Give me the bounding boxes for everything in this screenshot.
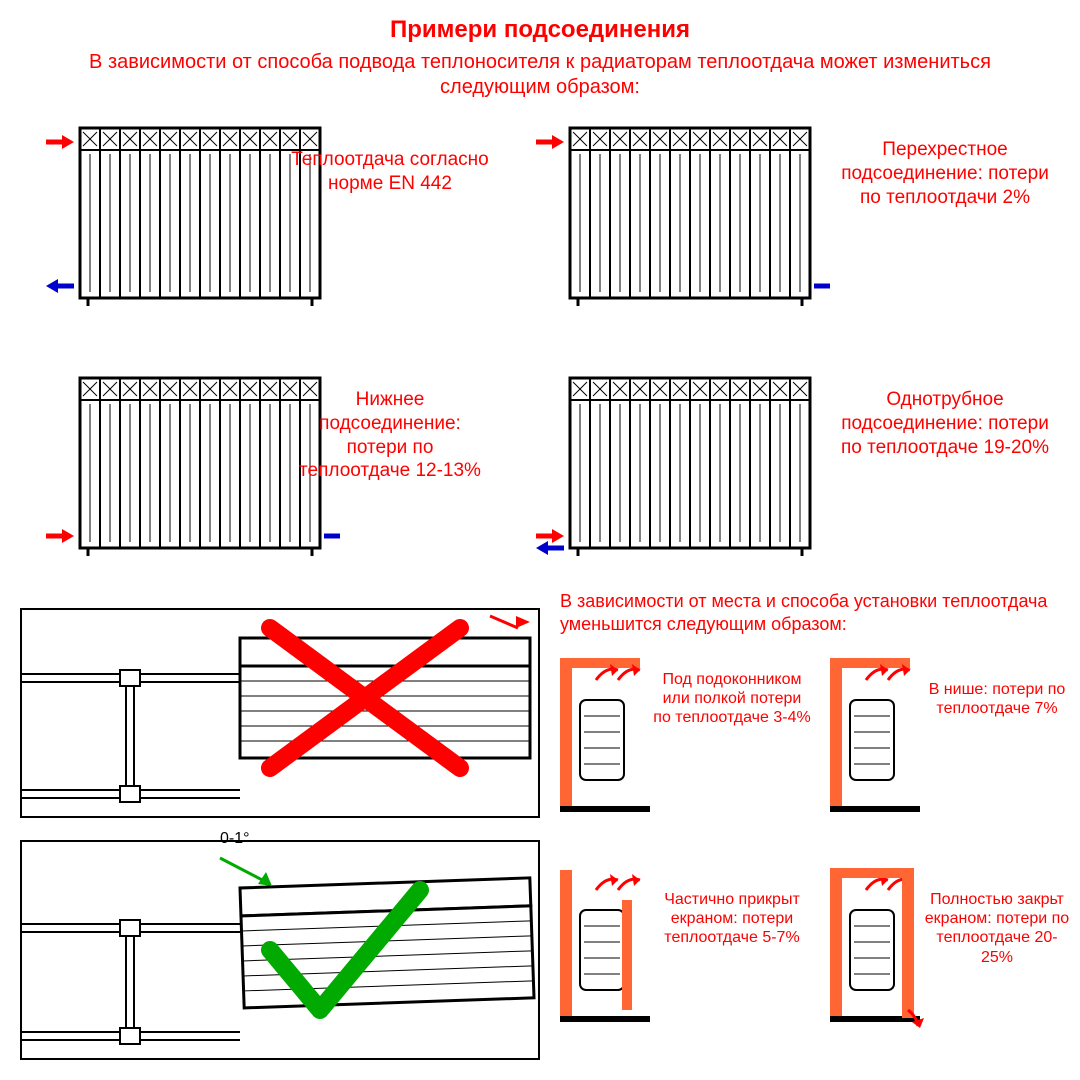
wrong-install xyxy=(20,608,540,818)
radiator-diagram-B xyxy=(530,118,830,318)
mount-diagram-4 xyxy=(830,860,930,1030)
mount-diagram-2 xyxy=(830,650,930,820)
correct-install-diagram xyxy=(20,840,540,1060)
mount-caption-1: Под подоконником или полкой потери по те… xyxy=(652,670,812,728)
conn-D xyxy=(530,368,830,568)
caption-C: Нижнее подсоединение: потери по теплоотд… xyxy=(290,388,490,483)
mount-4 xyxy=(830,860,930,1030)
caption-B: Перехрестное подсоединение: потери по те… xyxy=(840,138,1050,209)
mount-caption-4: Полностью закрьт екраном: потери по тепл… xyxy=(922,890,1072,967)
page-subtitle: В зависимости от способа подвода теплоно… xyxy=(0,44,1080,100)
install-subtitle: В зависимости от места и способа установ… xyxy=(560,590,1060,635)
correct-install xyxy=(20,840,540,1060)
caption-A: Теплоотдача согласно норме EN 442 xyxy=(290,148,490,196)
mount-diagram-3 xyxy=(560,860,660,1030)
connection-grid: Теплоотдача согласно норме EN 442 Перехр… xyxy=(0,108,1080,588)
conn-B xyxy=(530,118,830,318)
mount-2 xyxy=(830,650,930,820)
page-title: Примери подсоединения xyxy=(0,0,1080,44)
mount-3 xyxy=(560,860,660,1030)
mount-caption-3: Частично прикрыт екраном: потери теплоот… xyxy=(652,890,812,948)
mount-caption-2: В нише: потери по теплоотдаче 7% xyxy=(922,680,1072,718)
mount-1 xyxy=(560,650,660,820)
wrong-install-diagram xyxy=(20,608,540,818)
caption-D: Однотрубное подсоединение: потери по теп… xyxy=(840,388,1050,459)
mount-diagram-1 xyxy=(560,650,660,820)
radiator-diagram-D xyxy=(530,368,830,568)
